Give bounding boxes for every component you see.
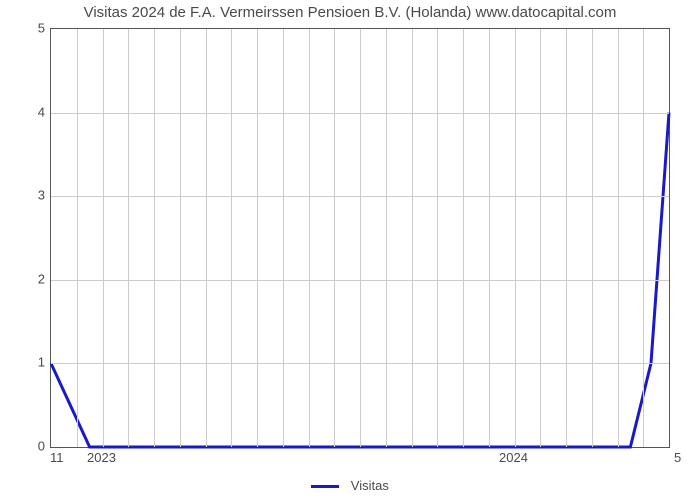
gridline-v — [643, 29, 644, 447]
gridline-h — [51, 113, 669, 114]
gridline-h — [51, 280, 669, 281]
gridline-v — [103, 29, 104, 447]
gridline-v — [540, 29, 541, 447]
gridline-v — [463, 29, 464, 447]
y-tick-label: 3 — [5, 188, 45, 203]
legend: Visitas — [0, 478, 700, 493]
y-tick-label: 1 — [5, 355, 45, 370]
gridline-v — [180, 29, 181, 447]
legend-label: Visitas — [351, 478, 389, 493]
x-tick-label: 2024 — [499, 450, 528, 465]
gridline-v — [412, 29, 413, 447]
gridline-v — [283, 29, 284, 447]
gridline-v — [334, 29, 335, 447]
y-tick-label: 0 — [5, 439, 45, 454]
legend-swatch — [311, 485, 339, 488]
gridline-v — [386, 29, 387, 447]
gridline-v — [489, 29, 490, 447]
gridline-v — [206, 29, 207, 447]
corner-label-left: 11 — [50, 450, 64, 465]
gridline-v — [360, 29, 361, 447]
gridline-h — [51, 363, 669, 364]
y-tick-label: 2 — [5, 271, 45, 286]
gridline-v — [128, 29, 129, 447]
gridline-v — [566, 29, 567, 447]
x-tick-label: 2023 — [87, 450, 116, 465]
gridline-h — [51, 196, 669, 197]
gridline-v — [592, 29, 593, 447]
gridline-v — [515, 29, 516, 447]
gridline-v — [154, 29, 155, 447]
gridline-v — [618, 29, 619, 447]
gridline-v — [257, 29, 258, 447]
plot-area — [50, 28, 670, 448]
gridline-v — [231, 29, 232, 447]
gridline-v — [437, 29, 438, 447]
chart-title: Visitas 2024 de F.A. Vermeirssen Pensioe… — [0, 4, 700, 21]
chart-container: Visitas 2024 de F.A. Vermeirssen Pensioe… — [0, 0, 700, 500]
gridline-v — [77, 29, 78, 447]
corner-label-right: 5 — [674, 450, 681, 465]
y-tick-label: 4 — [5, 104, 45, 119]
y-tick-label: 5 — [5, 21, 45, 36]
gridline-v — [309, 29, 310, 447]
